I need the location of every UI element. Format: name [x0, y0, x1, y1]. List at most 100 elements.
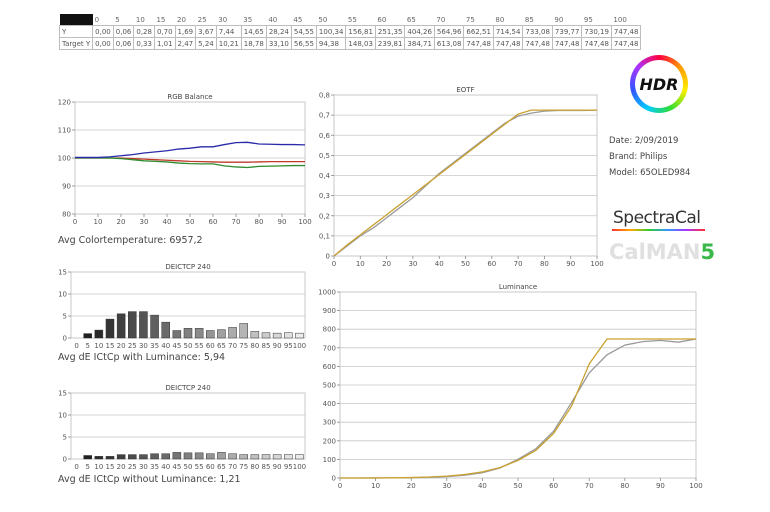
- x-tick-label: 40: [161, 463, 170, 471]
- x-tick-label: 40: [435, 260, 444, 268]
- bar: [150, 314, 159, 339]
- x-tick-label: 60: [549, 482, 558, 490]
- table-header-cell: 60: [377, 15, 387, 24]
- table-cell: 18,78: [240, 37, 267, 50]
- bar: [217, 329, 226, 339]
- y-tick-label: 900: [323, 307, 336, 315]
- x-tick-label: 10: [371, 482, 380, 490]
- hdr-logo-text: HDR: [635, 60, 683, 108]
- x-tick-label: 35: [150, 463, 159, 471]
- table-header-cell: 45: [293, 15, 303, 24]
- table-header-cell: 100: [613, 15, 627, 24]
- table-header-cell: 30: [218, 15, 228, 24]
- spectracal-logo: SpectraCal: [613, 208, 701, 228]
- bar: [250, 331, 260, 339]
- table-header-cell: 0: [94, 15, 100, 24]
- x-tick-label: 70: [228, 342, 237, 350]
- bar: [161, 453, 170, 460]
- x-tick-label: 35: [150, 342, 159, 350]
- bar: [83, 455, 92, 460]
- table-header-cell: 35: [243, 15, 253, 24]
- table-header-cell: 15: [156, 15, 166, 24]
- bar: [150, 453, 159, 460]
- x-tick-label: 0: [338, 482, 342, 490]
- y-tick-label: 90: [62, 183, 71, 191]
- x-tick-label: 45: [172, 342, 181, 350]
- x-tick-label: 80: [255, 218, 264, 226]
- bar: [284, 454, 293, 460]
- bar: [272, 454, 282, 460]
- bar: [295, 332, 304, 339]
- x-tick-label: 5: [85, 342, 89, 350]
- x-tick-label: 90: [278, 218, 287, 226]
- x-tick-label: 0: [73, 218, 77, 226]
- x-tick-label: 80: [540, 260, 549, 268]
- series-line-target: [333, 109, 597, 257]
- x-tick-label: 10: [94, 342, 103, 350]
- info-date: Date: 2/09/2019: [609, 136, 679, 146]
- bar: [83, 333, 92, 339]
- bar: [194, 328, 204, 339]
- table-header-cell: 85: [524, 15, 534, 24]
- bar: [94, 329, 104, 339]
- x-tick-label: 90: [273, 463, 282, 471]
- y-tick-label: 0: [332, 475, 336, 483]
- x-tick-label: 20: [117, 342, 126, 350]
- table-header-cell: 5: [115, 15, 120, 24]
- x-tick-label: 65: [217, 342, 226, 350]
- y-tick-label: 500: [323, 382, 336, 390]
- table-header-cell: 20: [177, 15, 186, 24]
- bar: [239, 323, 248, 339]
- x-tick-label: 20: [117, 463, 126, 471]
- info-brand: Brand: Philips: [609, 152, 668, 162]
- chart-title: DEICTCP 240: [165, 384, 210, 392]
- y-tick-label: 5: [63, 434, 67, 442]
- table-header-cell: 10: [135, 15, 145, 24]
- x-tick-label: 70: [232, 218, 241, 226]
- chart-title: RGB Balance: [167, 93, 212, 101]
- y-tick-label: 10: [58, 291, 67, 299]
- x-tick-label: 55: [195, 342, 204, 350]
- x-tick-label: 30: [139, 342, 148, 350]
- x-tick-label: 30: [408, 260, 417, 268]
- y-tick-label: 0,8: [319, 92, 330, 100]
- chart-title: Luminance: [499, 283, 537, 291]
- bar: [194, 452, 204, 460]
- y-tick-label: 100: [58, 155, 71, 163]
- x-tick-label: 70: [514, 260, 523, 268]
- table-row-label: Target Y: [58, 37, 94, 50]
- bar: [128, 311, 137, 339]
- y-tick-label: 600: [323, 363, 336, 371]
- x-tick-label: 75: [239, 463, 248, 471]
- y-tick-label: 0,2: [319, 212, 330, 220]
- series-line-blue: [75, 141, 306, 159]
- x-tick-label: 95: [284, 342, 293, 350]
- table-header-cell: 75: [465, 15, 475, 24]
- y-tick-label: 0,7: [319, 112, 330, 120]
- bar: [250, 454, 260, 460]
- x-tick-label: 10: [94, 463, 103, 471]
- chart-title: DEICTCP 240: [165, 263, 210, 271]
- x-tick-label: 55: [195, 463, 204, 471]
- bar: [172, 330, 182, 339]
- bar: [272, 332, 282, 339]
- x-tick-label: 30: [442, 482, 451, 490]
- table-header-cell: 25: [197, 15, 207, 24]
- bar: [161, 321, 170, 339]
- bar: [228, 453, 237, 460]
- y-tick-label: 0,4: [319, 172, 331, 180]
- x-tick-label: 30: [140, 218, 149, 226]
- x-tick-label: 60: [206, 463, 215, 471]
- x-tick-label: 50: [461, 260, 470, 268]
- x-tick-label: 40: [163, 218, 172, 226]
- table-cell: 0,33: [133, 37, 155, 50]
- bar: [116, 454, 126, 460]
- y-tick-label: 10: [58, 412, 67, 420]
- x-tick-label: 70: [228, 463, 237, 471]
- bar: [116, 313, 126, 339]
- x-tick-label: 70: [585, 482, 594, 490]
- y-tick-label: 80: [62, 211, 71, 219]
- x-tick-label: 40: [161, 342, 170, 350]
- x-tick-label: 50: [514, 482, 523, 490]
